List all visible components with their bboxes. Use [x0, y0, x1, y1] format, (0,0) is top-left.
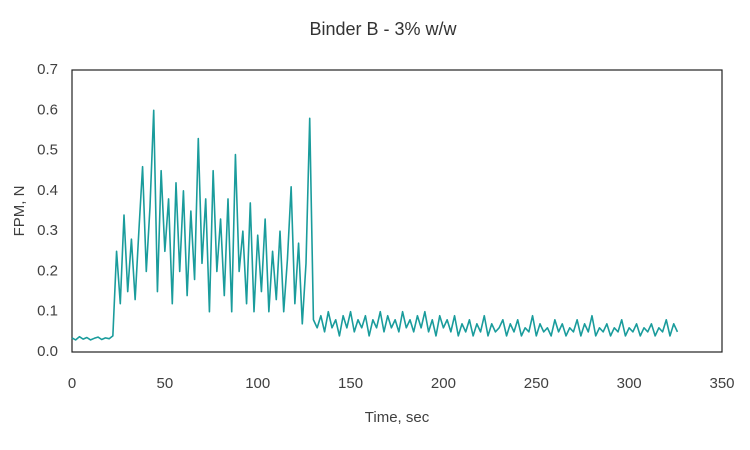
plot-frame	[71, 69, 723, 353]
y-axis-label: FPM, N	[11, 186, 28, 237]
x-tick-label: 300	[617, 375, 642, 392]
y-tick-label: 0.3	[37, 222, 58, 239]
y-tick-label: 0.5	[37, 142, 58, 159]
x-tick-label: 250	[524, 375, 549, 392]
y-tick-label: 0.4	[37, 182, 58, 199]
y-tick-label: 0.7	[37, 61, 58, 78]
x-tick-label: 100	[245, 375, 270, 392]
x-tick-label: 200	[431, 375, 456, 392]
y-tick-label: 0.6	[37, 101, 58, 118]
x-tick-label: 0	[68, 375, 76, 392]
x-tick-label: 350	[709, 375, 734, 392]
x-tick-label: 150	[338, 375, 363, 392]
x-tick-label: 50	[157, 375, 174, 392]
y-tick-label: 0.1	[37, 303, 58, 320]
chart-title: Binder B - 3% w/w	[309, 19, 457, 39]
y-tick-label: 0.2	[37, 262, 58, 279]
x-axis-label: Time, sec	[365, 409, 430, 426]
data-line	[71, 109, 679, 341]
y-tick-label: 0.0	[37, 343, 58, 360]
